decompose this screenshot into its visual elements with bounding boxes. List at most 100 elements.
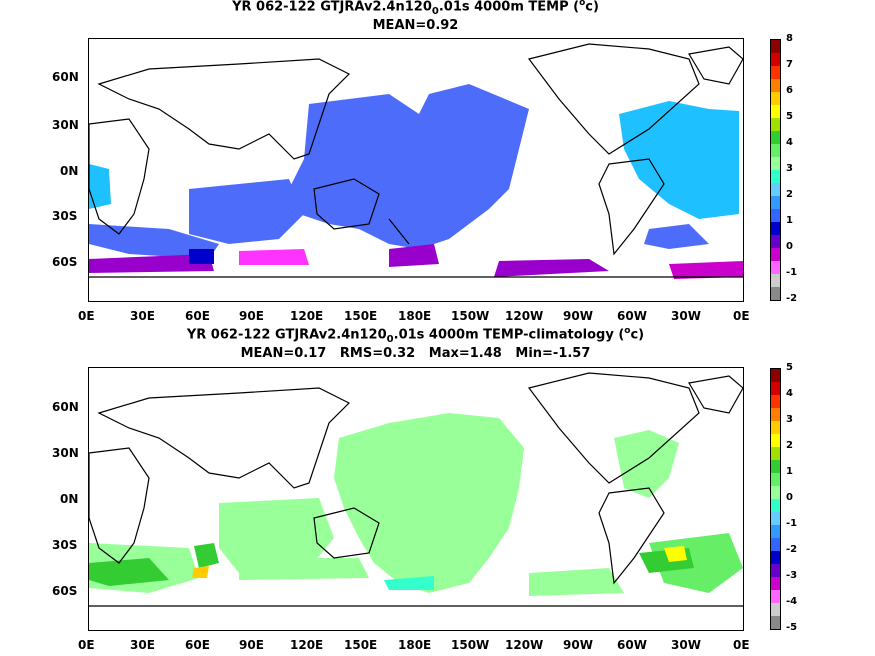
colorbar-segment bbox=[771, 434, 780, 447]
panel1-lon-label: 120E bbox=[290, 309, 324, 323]
panel2-lon-label: 0E bbox=[733, 638, 750, 652]
atlantic-green-region bbox=[614, 430, 679, 498]
colorbar-label: 5 bbox=[786, 362, 793, 373]
colorbar-segment bbox=[771, 66, 780, 79]
panel1-lon-axis: 0E 30E 60E 90E 120E 150E 180E 150W 120W … bbox=[0, 309, 875, 325]
colorbar-segment bbox=[771, 408, 780, 421]
panel1-lon-label: 120W bbox=[505, 309, 544, 323]
yellow-anomaly-1 bbox=[664, 546, 687, 562]
panel1-lon-label: 90W bbox=[563, 309, 593, 323]
colorbar-segment bbox=[771, 92, 780, 105]
panel2-lon-axis: 0E 30E 60E 90E 120E 150E 180E 150W 120W … bbox=[0, 638, 875, 654]
panel1-title-sup: o bbox=[579, 0, 586, 8]
colorbar-segment bbox=[771, 209, 780, 222]
southern-purple-region-2 bbox=[389, 244, 439, 267]
panel2-lon-label: 30W bbox=[671, 638, 701, 652]
colorbar-segment bbox=[771, 118, 780, 131]
panel1-title: YR 062-122 GTJRAv2.4n1200.01s 4000m TEMP… bbox=[88, 0, 743, 17]
colorbar-label: 5 bbox=[786, 111, 793, 122]
colorbar-segment bbox=[771, 512, 780, 525]
colorbar-segment bbox=[771, 53, 780, 66]
panel2-lat-label: 60S bbox=[52, 584, 78, 598]
panel1-lon-label: 0E bbox=[78, 309, 95, 323]
indian-green-region bbox=[219, 498, 334, 573]
panel1-title-rest: .01s 4000m TEMP ( bbox=[438, 0, 580, 15]
panel2-lon-label: 150W bbox=[451, 638, 490, 652]
coastlines bbox=[89, 43, 743, 278]
colorbar-segment bbox=[771, 157, 780, 170]
panel1-lat-label: 30S bbox=[52, 209, 78, 223]
south-pacific-green-region bbox=[239, 558, 369, 580]
colorbar-segment bbox=[771, 40, 780, 53]
southern-deepblue-region bbox=[189, 249, 214, 264]
colorbar-label: -1 bbox=[786, 518, 798, 529]
colorbar-label: 8 bbox=[786, 33, 793, 44]
panel1-map bbox=[88, 38, 744, 302]
panel2-lon-label: 0E bbox=[78, 638, 95, 652]
panel2-lon-label: 90W bbox=[563, 638, 593, 652]
colorbar-label: 1 bbox=[786, 466, 793, 477]
panel2-title-main: YR 062-122 GTJRAv2.4n120 bbox=[186, 327, 387, 343]
colorbar-segment bbox=[771, 248, 780, 261]
panel1-title-end: c) bbox=[585, 0, 599, 15]
panel2-lat-label: 60N bbox=[52, 400, 79, 414]
colorbar-label: -2 bbox=[786, 544, 798, 555]
colorbar-segment bbox=[771, 538, 780, 551]
colorbar-segment bbox=[771, 105, 780, 118]
panel2-title-sup: o bbox=[624, 326, 631, 336]
southern-magenta-region-1 bbox=[239, 249, 309, 265]
colorbar-label: 4 bbox=[786, 137, 793, 148]
panel1-title-sub: 0 bbox=[431, 5, 439, 17]
panel2-lon-label: 120E bbox=[290, 638, 324, 652]
pacific-blue-region bbox=[289, 84, 529, 249]
cyan-region bbox=[384, 576, 434, 590]
panel1-lat-label: 0N bbox=[60, 164, 79, 178]
panel2-colorbar bbox=[770, 368, 781, 630]
panel1-map-field bbox=[89, 43, 743, 279]
colorbar-segment bbox=[771, 473, 780, 486]
colorbar-label: 0 bbox=[786, 492, 793, 503]
panel2-lat-label: 30S bbox=[52, 538, 78, 552]
panel1-lon-label: 60W bbox=[617, 309, 647, 323]
panel2-lon-label: 180E bbox=[398, 638, 432, 652]
colorbar-segment bbox=[771, 616, 780, 629]
southern-purple-region-3 bbox=[494, 259, 609, 277]
colorbar-segment bbox=[771, 261, 780, 274]
panel2-title: YR 062-122 GTJRAv2.4n1200.01s 4000m TEMP… bbox=[88, 326, 743, 345]
panel1-title-main: YR 062-122 GTJRAv2.4n120 bbox=[232, 0, 432, 15]
colorbar-segment bbox=[771, 525, 780, 538]
south-green-deep-1 bbox=[89, 558, 169, 586]
colorbar-segment bbox=[771, 131, 780, 144]
panel2-lat-label: 30N bbox=[52, 446, 79, 460]
colorbar-segment bbox=[771, 486, 780, 499]
colorbar-segment bbox=[771, 235, 780, 248]
colorbar-segment bbox=[771, 395, 780, 408]
colorbar-segment bbox=[771, 564, 780, 577]
colorbar-segment bbox=[771, 170, 780, 183]
panel2-title-rest: .01s 4000m TEMP-climatology ( bbox=[393, 327, 625, 343]
west-atlantic-blue-region bbox=[89, 164, 111, 209]
colorbar-segment bbox=[771, 447, 780, 460]
colorbar-segment bbox=[771, 577, 780, 590]
colorbar-label: -5 bbox=[786, 622, 798, 633]
panel2-title-sub: 0 bbox=[386, 333, 394, 345]
panel1-colorbar-labels: 8 7 6 5 4 3 2 1 0 -1 -2 bbox=[786, 33, 816, 313]
panel1-lon-label: 0E bbox=[733, 309, 750, 323]
colorbar-label: 3 bbox=[786, 414, 793, 425]
panel1-stats: MEAN=0.92 bbox=[372, 18, 459, 33]
colorbar-segment bbox=[771, 590, 780, 603]
colorbar-label: 1 bbox=[786, 215, 793, 226]
colorbar-segment bbox=[771, 222, 780, 235]
colorbar-label: 0 bbox=[786, 241, 793, 252]
south-indian-blue-region bbox=[89, 224, 219, 259]
panel1-lon-label: 60E bbox=[185, 309, 210, 323]
colorbar-label: 6 bbox=[786, 85, 793, 96]
southern-purple-region-1 bbox=[89, 254, 214, 273]
panel1-lon-label: 90E bbox=[239, 309, 264, 323]
panel1-colorbar bbox=[770, 39, 781, 301]
panel2-lon-label: 150E bbox=[344, 638, 378, 652]
panel2-lon-label: 120W bbox=[505, 638, 544, 652]
colorbar-segment bbox=[771, 460, 780, 473]
colorbar-segment bbox=[771, 369, 780, 382]
panel2-title-end: c) bbox=[630, 327, 645, 343]
